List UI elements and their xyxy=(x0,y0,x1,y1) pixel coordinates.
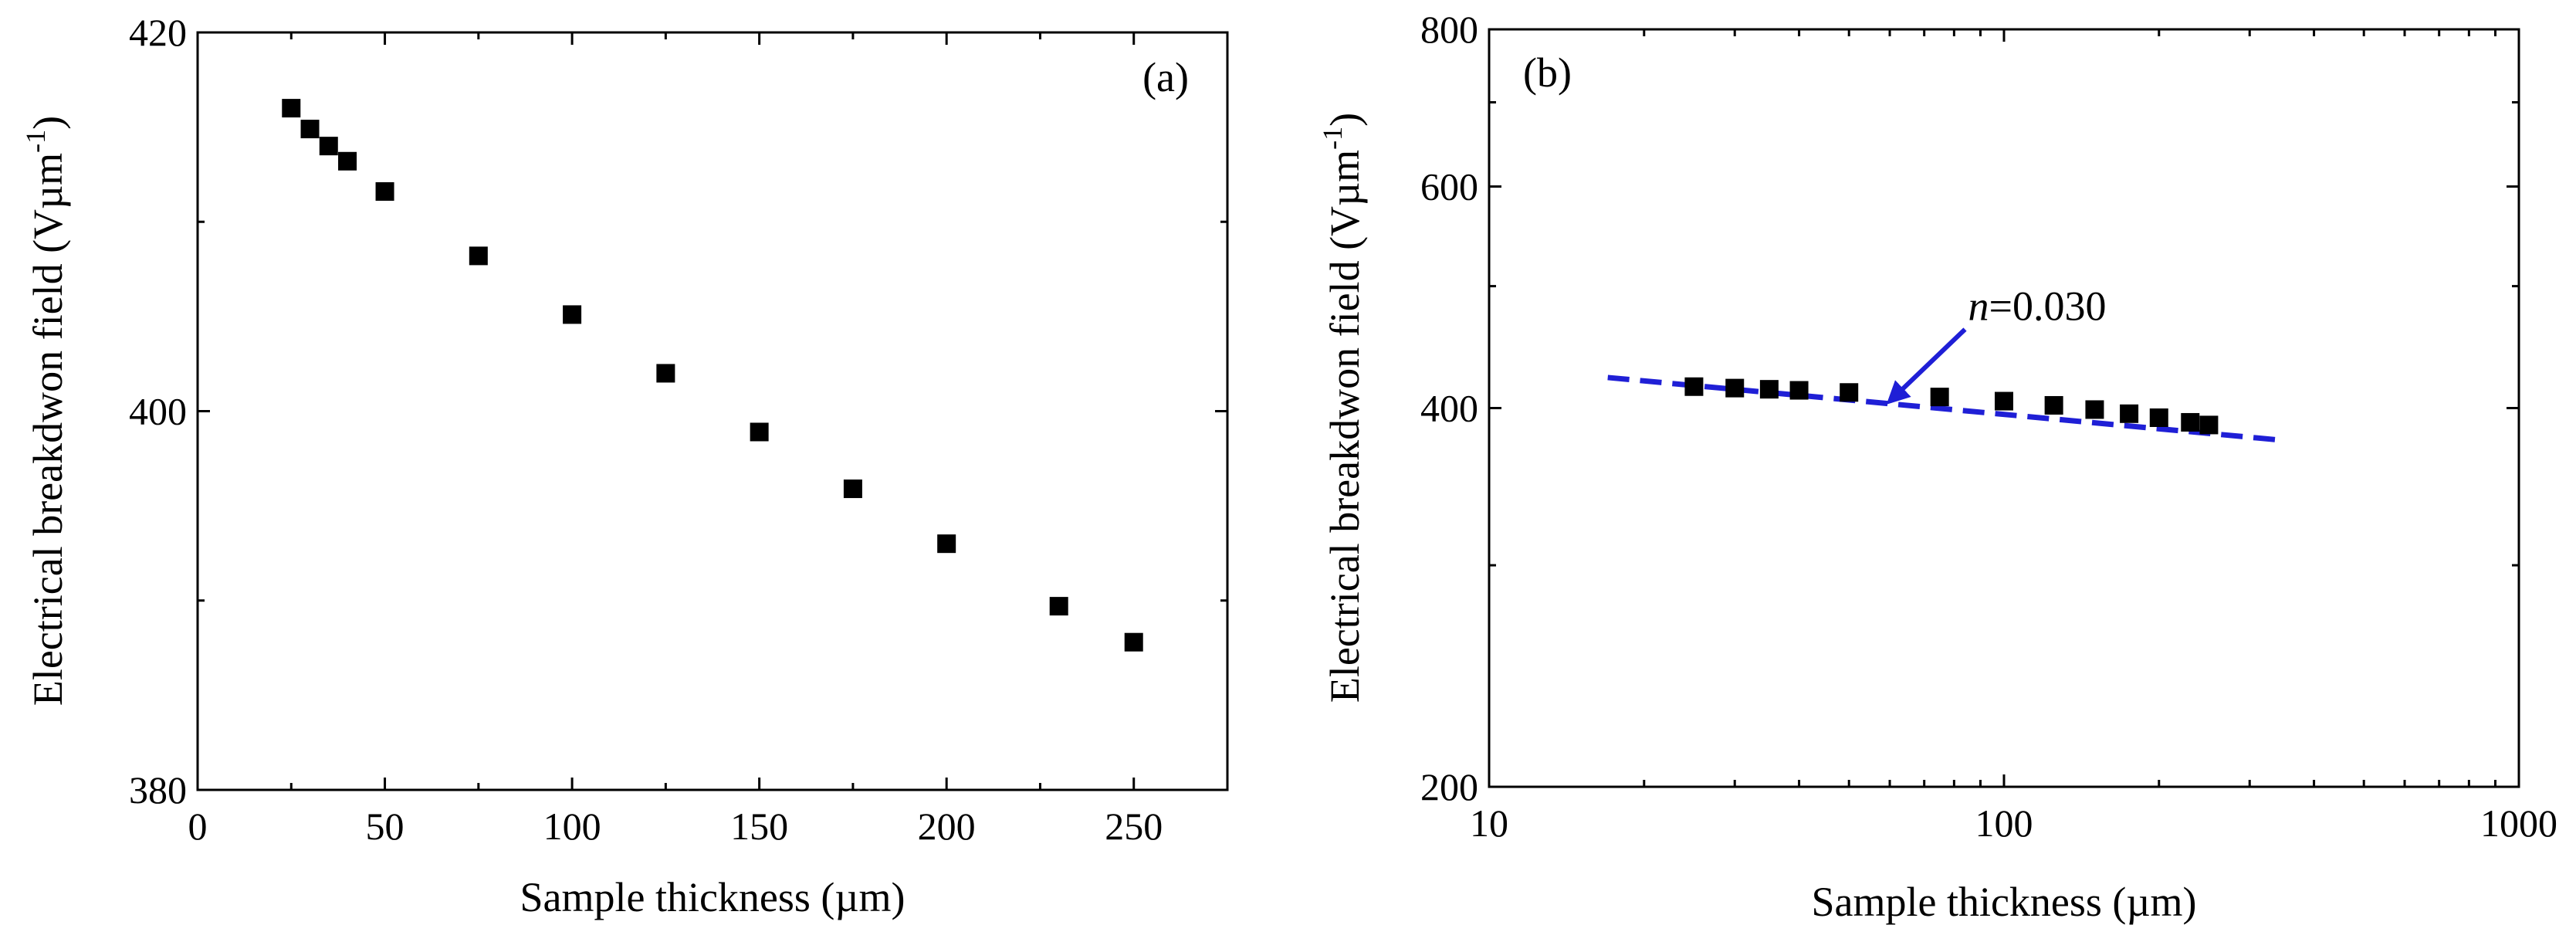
y-tick-label-b: 400 xyxy=(1420,387,1478,430)
data-point-a xyxy=(282,99,301,118)
data-point-b xyxy=(2120,404,2139,423)
data-point-b xyxy=(2085,400,2104,419)
data-point-b xyxy=(1789,381,1809,400)
x-axis-a: 0 50 100 150 200 250 xyxy=(188,32,1163,848)
data-point-a xyxy=(843,479,862,499)
y-tick-label-b: 800 xyxy=(1420,8,1478,51)
y-axis-title-a-sup: -1 xyxy=(20,130,51,153)
x-tick-label-a: 150 xyxy=(730,805,788,848)
x-tick-label-a: 100 xyxy=(543,805,601,848)
y-axis-title-a-main: Electrical breakdwon field (Vµm xyxy=(25,153,71,706)
x-axis-b: 10 100 1000 xyxy=(1470,29,2557,845)
fit-line-b-group xyxy=(1607,374,2285,443)
y-axis-title-a: Electrical breakdwon field (Vµm-1) xyxy=(20,116,71,706)
x-tick-label-a: 0 xyxy=(188,805,208,848)
chart-panel-a: 0 50 100 150 200 250 380 400 420 (a) Sample thi… xyxy=(20,11,1229,920)
annotation-symbol-b: n xyxy=(1968,283,1989,329)
panel-label-b: (b) xyxy=(1523,49,1572,96)
x-tick-label-b: 10 xyxy=(1470,801,1508,845)
data-point-b xyxy=(2149,408,2168,427)
annotation-text-b: n=0.030 xyxy=(1968,283,2106,329)
plot-frame-a xyxy=(196,31,1229,791)
y-axis-title-b-sup: -1 xyxy=(1317,127,1348,150)
y-tick-label-a: 420 xyxy=(129,11,187,54)
data-points-b xyxy=(1684,377,2219,435)
data-point-a xyxy=(563,305,582,324)
data-points-a xyxy=(282,99,1143,652)
x-tick-label-b: 100 xyxy=(1975,801,2033,845)
data-point-a xyxy=(469,246,488,266)
y-axis-title-b-close: ) xyxy=(1322,113,1368,127)
y-tick-label-a: 400 xyxy=(129,390,187,433)
x-tick-label-b: 1000 xyxy=(2480,801,2557,845)
x-tick-label-a: 50 xyxy=(366,805,405,848)
annotation-arrow-b xyxy=(1886,327,1967,405)
y-tick-label-b: 200 xyxy=(1420,765,1478,808)
y-axis-title-b-main: Electrical breakdwon field (Vµm xyxy=(1322,150,1368,703)
annotation-b: n=0.030 xyxy=(1886,283,2106,405)
data-point-a xyxy=(1124,632,1143,652)
data-point-b xyxy=(2181,412,2200,432)
data-point-b xyxy=(2199,415,2219,435)
panel-label-a: (a) xyxy=(1142,54,1189,100)
y-axis-b: 200 400 600 800 xyxy=(1420,8,2519,808)
data-point-a xyxy=(375,182,394,202)
fit-line-b xyxy=(1607,374,2285,443)
data-point-a xyxy=(338,151,357,171)
x-tick-label-a: 250 xyxy=(1105,805,1163,848)
chart-panel-b: 10 100 1000 200 400 600 800 n=0.030 (b) Sampl… xyxy=(1317,8,2557,925)
data-point-b xyxy=(1725,378,1745,398)
y-axis-a: 380 400 420 xyxy=(129,11,1227,812)
x-axis-title-a: Sample thickness (µm) xyxy=(520,874,905,920)
data-point-b xyxy=(1759,380,1779,399)
data-point-b xyxy=(1840,383,1859,402)
data-point-a xyxy=(937,534,956,554)
data-point-a xyxy=(656,364,675,383)
y-axis-title-b: Electrical breakdwon field (Vµm-1) xyxy=(1317,113,1368,703)
x-axis-title-b: Sample thickness (µm) xyxy=(1811,879,2196,925)
annotation-value-b: =0.030 xyxy=(1989,283,2106,329)
y-tick-label-a: 380 xyxy=(129,768,187,812)
data-point-a xyxy=(319,137,338,156)
data-point-b xyxy=(1995,391,2013,411)
data-point-a xyxy=(750,422,769,442)
y-axis-title-a-close: ) xyxy=(25,116,71,130)
data-point-b xyxy=(2044,395,2063,415)
data-point-a xyxy=(300,120,320,139)
data-point-b xyxy=(1930,388,1949,407)
data-point-b xyxy=(1684,377,1704,396)
y-tick-label-b: 600 xyxy=(1420,165,1478,208)
data-point-a xyxy=(1049,597,1068,616)
x-tick-label-a: 200 xyxy=(918,805,976,848)
